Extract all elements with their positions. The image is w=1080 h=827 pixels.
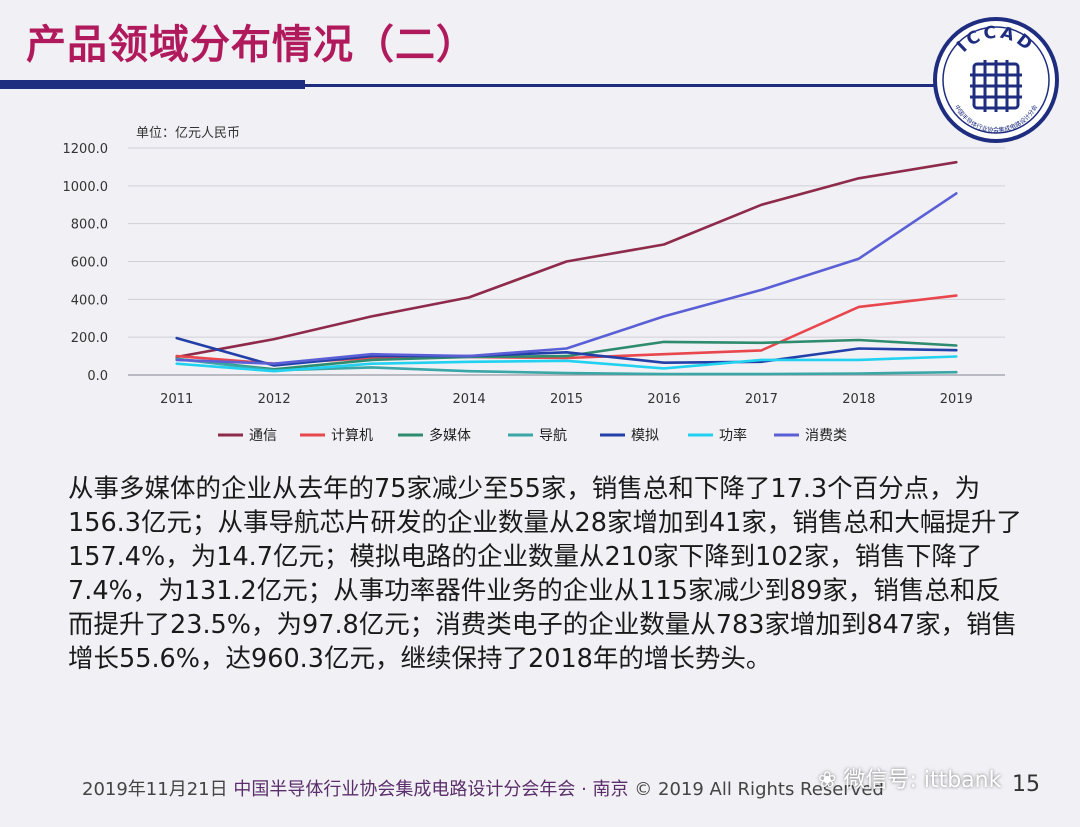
- chart-x-ticks: 2011 2012 2013 2014 2015 2016 2017 2018 2019: [160, 392, 973, 407]
- legend-label: 多媒体: [429, 427, 471, 444]
- watermark: ❀ 微信号: ittbank: [818, 762, 1001, 794]
- footer: 2019年11月21日 中国半导体行业协会集成电路设计分会年会 · 南京 © 2…: [82, 775, 884, 801]
- x-tick-label: 2012: [258, 392, 291, 407]
- x-tick-label: 2015: [550, 392, 583, 407]
- footer-date: 2019年11月21日: [82, 779, 228, 800]
- x-tick-label: 2019: [940, 392, 973, 407]
- legend-label: 消费类: [805, 428, 847, 444]
- chart-series-lines: [175, 160, 958, 376]
- series-line-5: [175, 355, 958, 373]
- chart-unit-label: 单位：亿元人民币: [136, 126, 240, 141]
- circuit-chip-logo-icon: ICCAD 中国半导体行业协会集成电路设计分会: [933, 17, 1059, 143]
- x-tick-label: 2013: [355, 392, 388, 407]
- page-number: 15: [1012, 772, 1040, 797]
- y-tick-label: 1000.0: [63, 180, 109, 195]
- slide-title: 产品领域分布情况（二）: [26, 22, 477, 68]
- y-tick-label: 0.0: [87, 369, 108, 384]
- series-line-4: [175, 336, 958, 367]
- wechat-icon: ❀: [818, 768, 837, 793]
- watermark-text: 微信号: ittbank: [843, 768, 1002, 793]
- body-paragraph: 从事多媒体的企业从去年的75家减少至55家，销售总和下降了17.3个百分点，为1…: [68, 474, 1022, 674]
- y-tick-label: 600.0: [71, 256, 108, 271]
- footer-copyright: © 2019 All Rights Reserved: [634, 779, 884, 800]
- x-tick-label: 2016: [647, 392, 680, 407]
- chart-y-ticks: 0.0 200.0 400.0 600.0 800.0 1000.0 1200.0: [63, 142, 109, 384]
- y-tick-label: 200.0: [71, 331, 108, 346]
- legend-label: 通信: [249, 428, 277, 444]
- x-tick-label: 2011: [160, 392, 193, 407]
- series-line-0: [175, 160, 958, 359]
- legend-label: 计算机: [331, 428, 373, 444]
- x-tick-label: 2018: [842, 392, 875, 407]
- footer-org: 中国半导体行业协会集成电路设计分会年会 · 南京: [233, 779, 629, 800]
- chart-gridlines: [128, 147, 1005, 376]
- title-rule-thin: [305, 84, 945, 87]
- logo-circuit-grid: [970, 60, 1022, 112]
- line-chart: 0.0 200.0 400.0 600.0 800.0 1000.0 1200.0 2011…: [63, 126, 1005, 444]
- x-tick-label: 2017: [745, 392, 778, 407]
- y-tick-label: 1200.0: [63, 142, 109, 157]
- x-tick-label: 2014: [453, 392, 486, 407]
- series-line-2: [175, 338, 958, 371]
- title-rule-thick: [0, 80, 305, 89]
- legend-label: 功率: [719, 427, 747, 444]
- series-line-6: [175, 192, 958, 365]
- y-tick-label: 400.0: [71, 293, 108, 308]
- chart-legend: 通信 计算机 多媒体 导航 模拟 功率 消费类: [218, 427, 847, 444]
- y-tick-label: 800.0: [71, 218, 108, 233]
- legend-label: 模拟: [631, 428, 659, 444]
- legend-label: 导航: [539, 428, 567, 444]
- logo-inner-ring: [942, 26, 1050, 134]
